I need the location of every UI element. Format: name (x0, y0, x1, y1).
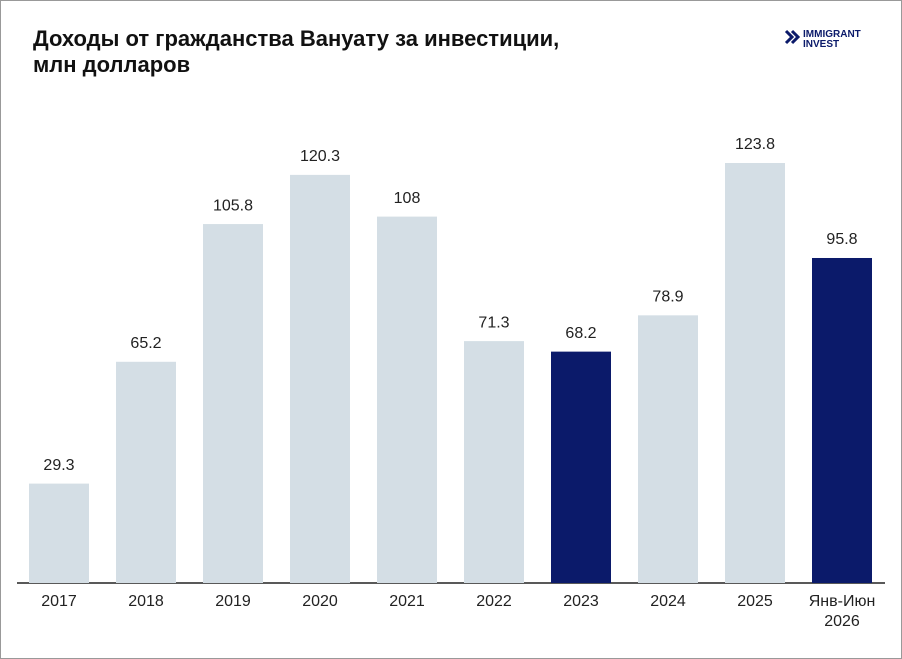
bar (116, 361, 176, 583)
value-label: 105.8 (213, 197, 253, 214)
value-label: 29.3 (43, 457, 74, 474)
chart-title: Доходы от гражданства Вануату за инвести… (33, 26, 559, 51)
bar (812, 257, 872, 583)
bar (464, 341, 524, 583)
value-label: 65.2 (130, 335, 161, 352)
x-tick-label: Янв-Июн 2026 (809, 593, 876, 630)
bar (377, 216, 437, 583)
value-label: 108 (394, 190, 421, 207)
logo: IMMIGRANT INVEST (784, 29, 861, 50)
x-tick-label: 2018 (128, 593, 164, 610)
x-tick-label: 2021 (389, 593, 425, 610)
value-label: 78.9 (652, 289, 683, 306)
bar (725, 163, 785, 583)
chart-title: млн долларов (33, 52, 190, 77)
bar (551, 351, 611, 583)
logo-text: IMMIGRANT (803, 29, 861, 40)
x-tick-label: 2023 (563, 593, 599, 610)
value-label: 68.2 (565, 325, 596, 342)
bar (29, 483, 89, 583)
bar (290, 174, 350, 583)
x-tick-label: 2022 (476, 593, 512, 610)
logo-text: INVEST (803, 39, 839, 50)
bar (203, 224, 263, 584)
value-label: 120.3 (300, 148, 340, 165)
x-tick-label: 2017 (41, 593, 77, 610)
logo-icon (784, 29, 801, 45)
x-tick-label: 2025 (737, 593, 773, 610)
x-tick-label: 2019 (215, 593, 251, 610)
value-label: 95.8 (826, 231, 857, 248)
x-tick-label: 2024 (650, 593, 686, 610)
x-tick-label: 2020 (302, 593, 338, 610)
value-label: 71.3 (478, 314, 509, 331)
bar (638, 315, 698, 583)
value-label: 123.8 (735, 136, 775, 153)
